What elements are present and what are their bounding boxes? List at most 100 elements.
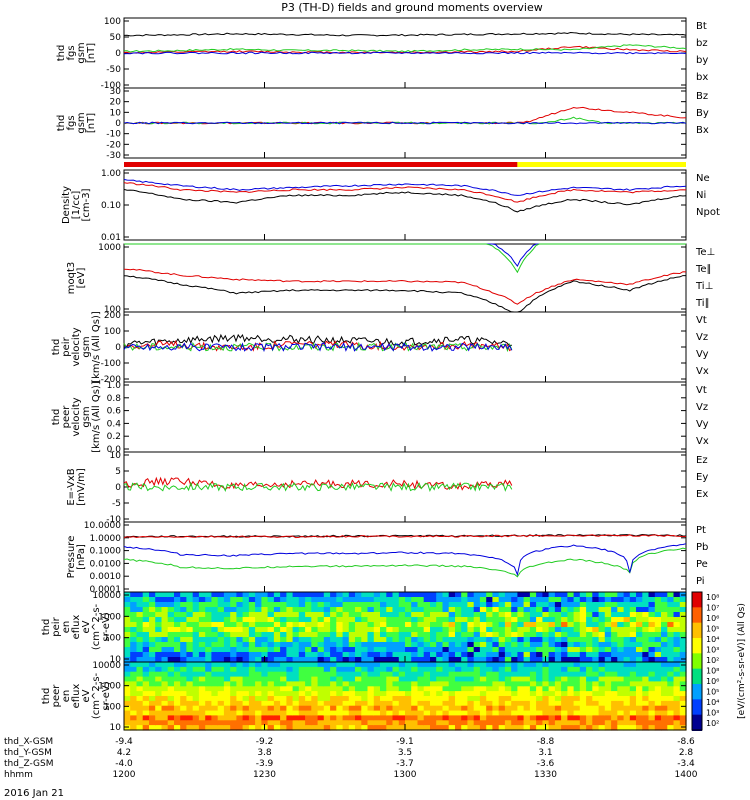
heatmap-cell — [405, 602, 412, 608]
heatmap-cell — [373, 662, 381, 668]
heatmap-cell — [636, 715, 643, 721]
heatmap-cell — [455, 662, 462, 668]
y-tick-label: -10 — [106, 515, 121, 525]
heatmap-cell — [230, 676, 237, 683]
heatmap-cell — [492, 715, 500, 721]
heatmap-cell — [323, 652, 331, 658]
heatmap-cell — [142, 720, 150, 726]
heatmap-cell — [498, 607, 506, 613]
heatmap-cell — [336, 725, 344, 731]
heatmap-cell — [211, 676, 219, 683]
panel-9: 10000100010010thdpeirenefluxeV(cm^2-s-sr… — [41, 591, 687, 665]
heatmap-cell — [529, 671, 537, 678]
heatmap-cell — [523, 647, 531, 653]
heatmap-cell — [292, 602, 300, 608]
legend-Vy: Vy — [696, 349, 709, 360]
heatmap-cell — [517, 592, 525, 598]
heatmap-cell — [305, 666, 312, 673]
heatmap-cell — [517, 637, 525, 643]
heatmap-cell — [611, 715, 618, 721]
heatmap-cell — [604, 647, 612, 653]
heatmap-cell — [586, 705, 593, 712]
heatmap-cell — [149, 671, 156, 678]
heatmap-cell — [654, 632, 662, 638]
heatmap-cell — [661, 715, 668, 721]
heatmap-cell — [417, 612, 425, 618]
heatmap-cell — [611, 681, 618, 687]
heatmap-cell — [174, 607, 181, 613]
heatmap-cell — [467, 657, 475, 663]
heatmap-cell — [417, 617, 425, 623]
heatmap-cell — [355, 647, 362, 653]
heatmap-cell — [405, 627, 412, 633]
heatmap-cell — [292, 715, 300, 721]
heatmap-cell — [242, 642, 250, 648]
heatmap-cell — [380, 602, 387, 608]
date-label: 2016 Jan 21 — [4, 788, 64, 799]
heatmap-cell — [498, 662, 506, 668]
heatmap-cell — [405, 725, 412, 731]
heatmap-cell — [330, 632, 337, 638]
heatmap-cell — [654, 647, 662, 653]
heatmap-cell — [136, 700, 144, 707]
heatmap-cell — [186, 705, 194, 712]
heatmap-cell — [348, 696, 356, 702]
heatmap-cell — [155, 647, 162, 653]
heatmap-cell — [567, 725, 575, 731]
heatmap-cell — [317, 676, 325, 683]
heatmap-cell — [542, 715, 550, 721]
heatmap-cell — [192, 691, 200, 697]
heatmap-cell — [373, 617, 381, 623]
heatmap-cell — [567, 681, 575, 687]
heatmap-cell — [448, 705, 456, 712]
heatmap-cell — [136, 632, 144, 638]
heatmap-cell — [504, 662, 512, 668]
heatmap-cell — [211, 715, 219, 721]
heatmap-cell — [405, 691, 412, 697]
heatmap-cell — [667, 676, 675, 683]
heatmap-cell — [280, 652, 287, 658]
heatmap-cell — [298, 671, 306, 678]
heatmap-cell — [273, 612, 281, 618]
heatmap-cell — [486, 607, 493, 613]
heatmap-cell — [654, 637, 662, 643]
heatmap-cell — [517, 671, 525, 678]
heatmap-cell — [523, 637, 531, 643]
heatmap-cell — [180, 691, 187, 697]
heatmap-cell — [398, 676, 406, 683]
heatmap-cell — [136, 671, 144, 678]
heatmap-cell — [461, 612, 468, 618]
heatmap-cell — [342, 617, 350, 623]
heatmap-cell — [273, 622, 281, 628]
heatmap-cell — [167, 627, 175, 633]
heatmap-cell — [498, 637, 506, 643]
mode-bar-red — [124, 162, 518, 167]
heatmap-cell — [654, 607, 662, 613]
heatmap-cell — [423, 602, 431, 608]
y-tick-label: 0.8 — [107, 394, 122, 404]
heatmap-cell — [511, 627, 518, 633]
heatmap-cell — [467, 612, 475, 618]
heatmap-cell — [317, 662, 325, 668]
heatmap-cell — [486, 725, 493, 731]
heatmap-cell — [498, 632, 506, 638]
heatmap-cell — [548, 657, 556, 663]
heatmap-cell — [336, 642, 344, 648]
heatmap-cell — [405, 642, 412, 648]
heatmap-cell — [654, 657, 662, 663]
heatmap-cell — [267, 627, 275, 633]
heatmap-cell — [654, 691, 662, 697]
heatmap-cell — [161, 597, 169, 603]
heatmap-cell — [205, 696, 212, 702]
series-line-Pe — [123, 547, 687, 578]
heatmap-cell — [198, 691, 206, 697]
heatmap-cell — [486, 597, 493, 603]
heatmap-cell — [611, 652, 618, 658]
heatmap-cell — [455, 622, 462, 628]
heatmap-cell — [629, 715, 637, 721]
heatmap-cell — [305, 632, 312, 638]
heatmap-cell — [330, 681, 337, 687]
heatmap-cell — [561, 720, 568, 726]
heatmap-cell — [598, 696, 606, 702]
heatmap-cell — [405, 652, 412, 658]
